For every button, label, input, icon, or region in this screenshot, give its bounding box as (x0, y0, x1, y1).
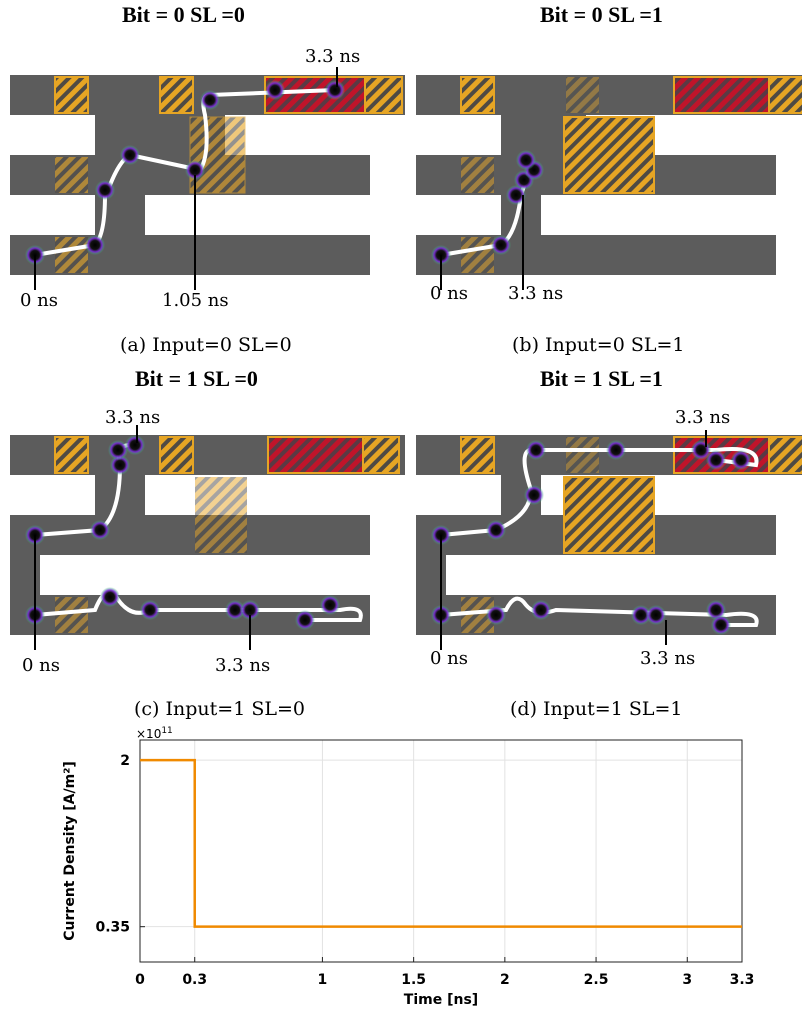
tick-layer: 0 0.3 1 1.5 2 2.5 3 3.3 0.35 2 (95, 753, 754, 988)
current-density-chart: 0 0.3 1 1.5 2 2.5 3 3.3 0.35 2 ×1011 Time [ns] Cu… (60, 726, 780, 1011)
gate (55, 157, 88, 193)
panel-d-time-0: 0 ns (430, 648, 469, 669)
y-tick-label: 0.35 (95, 920, 130, 936)
gate (189, 116, 246, 194)
panel-d-time-2: 3.3 ns (640, 648, 696, 669)
exponent-base: ×10 (136, 727, 161, 741)
panel-c-time-1: 3.3 ns (105, 407, 161, 428)
x-tick-label: 0.3 (182, 972, 207, 988)
series-line (140, 758, 742, 928)
panel-a-time-0: 0 ns (20, 290, 59, 311)
x-tick-label: 3.3 (730, 972, 755, 988)
panel-d-caption: (d) Input=1 SL=1 (510, 698, 683, 720)
panel-a-time-1: 1.05 ns (162, 290, 229, 311)
x-tick-label: 1 (318, 972, 328, 988)
panel-c-time-2: 3.3 ns (215, 655, 271, 676)
panel-b-time-1: 3.3 ns (508, 283, 564, 304)
panel-c-svg (10, 425, 405, 650)
panel-d-title: Bit = 1 SL =1 (540, 366, 663, 391)
panel-d-figure (413, 405, 802, 680)
panel-d-time-1: 3.3 ns (675, 407, 731, 428)
gate (55, 237, 88, 273)
y-axis-label: Current Density [A/m²] (62, 761, 78, 940)
panel-b-time-0: 0 ns (430, 283, 469, 304)
gate (159, 76, 194, 114)
panel-c-figure (10, 405, 405, 680)
gate (54, 76, 89, 114)
exponent-power: 11 (161, 726, 172, 736)
connector (130, 155, 140, 195)
panel-b-figure (413, 45, 802, 320)
x-tick-label: 2.5 (584, 972, 609, 988)
gate (364, 76, 403, 114)
panel-b-svg (416, 75, 802, 290)
panel-a-title: Bit = 0 SL =0 (122, 2, 245, 27)
panel-a-svg (10, 67, 405, 290)
grid-layer (139, 740, 743, 962)
x-tick-label: 2 (500, 972, 510, 988)
panel-d-svg (416, 430, 802, 650)
panel-a-figure (10, 45, 405, 320)
wall-positions (25, 80, 345, 265)
x-axis-label: Time [ns] (404, 992, 478, 1008)
x-tick-label: 3 (682, 972, 692, 988)
panel-b-title: Bit = 0 SL =1 (540, 2, 663, 27)
y-tick-label: 2 (120, 753, 130, 769)
panel-c-title: Bit = 1 SL =0 (135, 366, 258, 391)
panel-c-time-0: 0 ns (22, 655, 61, 676)
panel-b-caption: (b) Input=0 SL=1 (512, 334, 685, 356)
x-tick-label: 1.5 (401, 972, 426, 988)
panel-c-caption: (c) Input=1 SL=0 (134, 698, 305, 720)
plot-frame (139, 739, 743, 963)
panel-a-caption: (a) Input=0 SL=0 (120, 334, 292, 356)
panel-a-time-2: 3.3 ns (305, 46, 361, 67)
chart-svg: 0 0.3 1 1.5 2 2.5 3 3.3 0.35 2 ×1011 Time [ns] Cu… (62, 726, 754, 1008)
x-tick-label: 0 (135, 972, 145, 988)
exponent-label: ×1011 (136, 726, 173, 741)
